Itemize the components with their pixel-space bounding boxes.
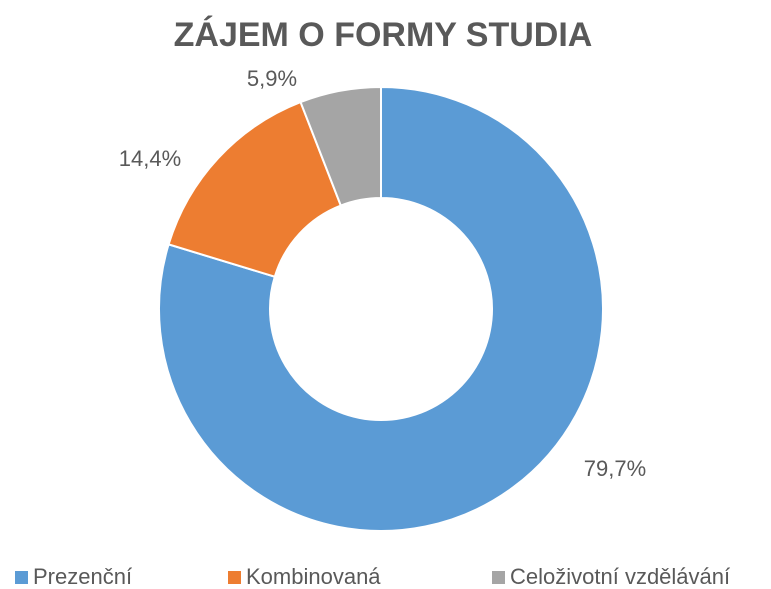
data-label: 14,4% — [119, 146, 181, 171]
legend-label: Kombinovaná — [246, 564, 381, 589]
donut-segment — [299, 85, 382, 207]
legend-swatch — [15, 571, 28, 584]
data-label: 5,9% — [247, 66, 297, 91]
legend-swatch — [228, 571, 241, 584]
chart-title: ZÁJEM O FORMY STUDIA — [174, 16, 593, 54]
legend-label: Prezenční — [33, 564, 132, 589]
donut-segment — [167, 100, 343, 278]
legend-swatch — [492, 571, 505, 584]
legend-label: Celoživotní vzdělávání — [510, 564, 730, 589]
data-label: 79,7% — [584, 456, 646, 481]
donut-segment — [158, 85, 604, 532]
